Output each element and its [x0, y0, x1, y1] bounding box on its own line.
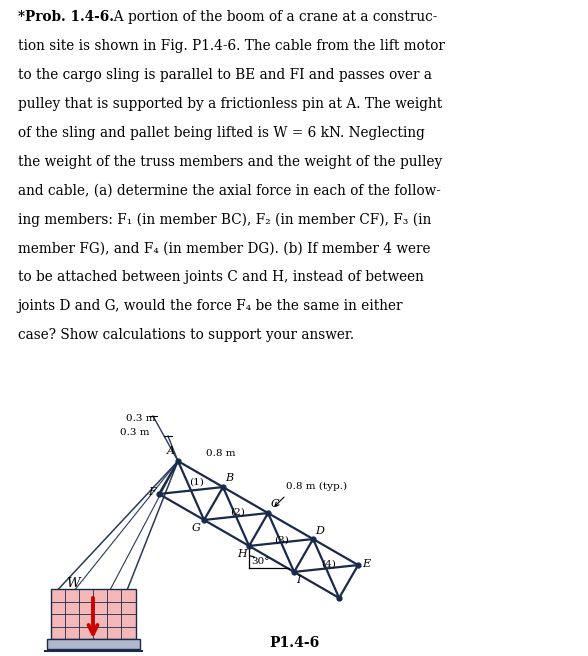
- Bar: [46, 639, 139, 649]
- Text: 30°: 30°: [251, 557, 269, 566]
- Text: pulley that is supported by a frictionless pin at A. The weight: pulley that is supported by a frictionle…: [18, 97, 442, 111]
- Text: A portion of the boom of a crane at a construc-: A portion of the boom of a crane at a co…: [105, 10, 437, 24]
- Text: G: G: [192, 523, 201, 533]
- Bar: [51, 589, 135, 639]
- Text: 0.3 m: 0.3 m: [120, 428, 149, 437]
- Text: the weight of the truss members and the weight of the pulley: the weight of the truss members and the …: [18, 155, 442, 169]
- Text: member FG), and F₄ (in member DG). (b) If member 4 were: member FG), and F₄ (in member DG). (b) I…: [18, 241, 430, 255]
- Text: case? Show calculations to support your answer.: case? Show calculations to support your …: [18, 328, 354, 342]
- Text: (3): (3): [273, 535, 289, 544]
- Text: to the cargo sling is parallel to BE and FI and passes over a: to the cargo sling is parallel to BE and…: [18, 68, 432, 82]
- Text: 0.3 m: 0.3 m: [126, 414, 155, 423]
- Text: A: A: [167, 446, 175, 456]
- Text: F: F: [148, 487, 156, 497]
- Text: of the sling and pallet being lifted is W = 6 kN. Neglecting: of the sling and pallet being lifted is …: [18, 126, 425, 140]
- Text: H: H: [238, 549, 247, 559]
- Text: W: W: [66, 577, 80, 590]
- Text: (1): (1): [189, 478, 205, 487]
- Text: joints D and G, would the force F₄ be the same in either: joints D and G, would the force F₄ be th…: [18, 299, 403, 313]
- Text: B: B: [225, 473, 233, 483]
- Text: *Prob. 1.4-6.: *Prob. 1.4-6.: [18, 10, 113, 24]
- Text: C: C: [270, 499, 279, 509]
- Text: P1.4-6: P1.4-6: [269, 636, 319, 650]
- Text: 0.8 m (typ.): 0.8 m (typ.): [286, 482, 347, 491]
- Text: ing members: F₁ (in member BC), F₂ (in member CF), F₃ (in: ing members: F₁ (in member BC), F₂ (in m…: [18, 213, 431, 227]
- Text: (2): (2): [230, 508, 245, 516]
- Text: I: I: [296, 575, 300, 585]
- Text: E: E: [362, 559, 370, 569]
- Text: tion site is shown in Fig. P1.4-6. The cable from the lift motor: tion site is shown in Fig. P1.4-6. The c…: [18, 39, 445, 53]
- Text: to be attached between joints C and H, instead of between: to be attached between joints C and H, i…: [18, 270, 423, 284]
- Text: 0.8 m: 0.8 m: [206, 449, 235, 458]
- Text: and cable, (a) determine the axial force in each of the follow-: and cable, (a) determine the axial force…: [18, 184, 440, 197]
- Text: (4): (4): [320, 560, 336, 569]
- Text: D: D: [315, 526, 324, 536]
